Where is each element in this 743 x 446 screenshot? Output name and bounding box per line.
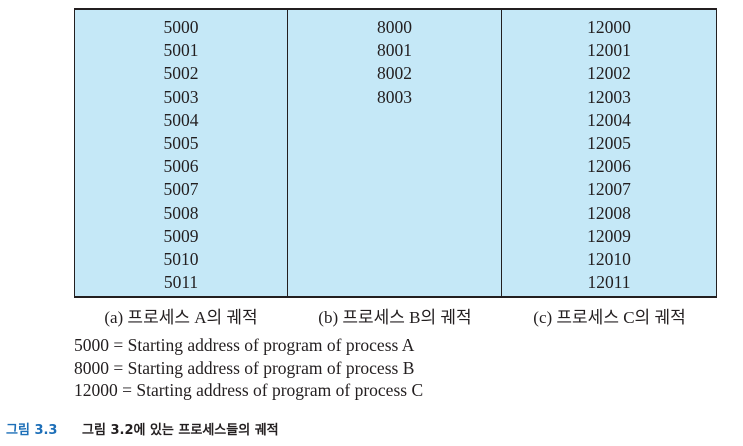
address-cell: 12007 xyxy=(587,179,631,200)
address-cell: 12010 xyxy=(587,248,631,269)
address-cell: 5000 xyxy=(163,17,199,37)
legend-line-process-a: 5000 = Starting address of program of pr… xyxy=(74,335,415,355)
legend-line-process-b: 8000 = Starting address of program of pr… xyxy=(74,357,415,378)
caption-process-b: (b) 프로세스 B의 궤적 xyxy=(318,308,472,327)
trace-table: 5000 5001 5002 5003 5004 5005 5006 5007 … xyxy=(74,8,717,298)
address-cell: 5008 xyxy=(163,202,199,223)
legend-line-process-c: 12000 = Starting address of program of p… xyxy=(74,380,424,400)
figure-title: 그림 3.2에 있는 프로세스들의 궤적 xyxy=(82,423,279,438)
address-legend: 5000 = Starting address of program of pr… xyxy=(74,334,423,402)
address-cell: 12009 xyxy=(587,225,631,246)
trace-column-process-c: 12000 12001 12002 12003 12004 12005 1200… xyxy=(502,10,717,296)
address-cell: 12006 xyxy=(587,156,631,177)
address-cell: 5011 xyxy=(163,272,199,293)
address-cell: 12001 xyxy=(587,40,631,61)
figure-caption: 그림 3.3 그림 3.2에 있는 프로세스들의 궤적 xyxy=(6,422,279,440)
address-cell: 5006 xyxy=(163,156,199,177)
address-cell: 5005 xyxy=(163,132,199,153)
address-cell: 5002 xyxy=(163,63,199,84)
address-cell: 5010 xyxy=(163,248,199,269)
address-cell: 12005 xyxy=(587,132,631,153)
address-cell: 5003 xyxy=(163,86,199,107)
address-cell: 12004 xyxy=(587,109,631,130)
address-cell: 12011 xyxy=(587,272,631,293)
address-cell: 12002 xyxy=(587,63,631,84)
address-cell: 12003 xyxy=(587,86,631,107)
address-cell: 8000 xyxy=(377,17,412,37)
trace-column-process-b: 8000 8001 8002 8003 xyxy=(288,10,502,296)
address-cell: 8003 xyxy=(377,86,412,107)
caption-process-a: (a) 프로세스 A의 궤적 xyxy=(104,308,258,327)
address-cell: 8001 xyxy=(377,40,412,61)
address-cell: 12008 xyxy=(587,202,631,223)
caption-process-c: (c) 프로세스 C의 궤적 xyxy=(533,308,686,327)
figure-number: 그림 3.3 xyxy=(6,423,58,438)
column-captions: (a) 프로세스 A의 궤적 (b) 프로세스 B의 궤적 (c) 프로세스 C… xyxy=(74,306,717,330)
address-cell: 8002 xyxy=(377,63,412,84)
address-cell: 12000 xyxy=(587,17,631,37)
address-cell: 5001 xyxy=(163,40,199,61)
trace-column-process-a: 5000 5001 5002 5003 5004 5005 5006 5007 … xyxy=(74,10,288,296)
address-cell: 5007 xyxy=(163,179,199,200)
address-cell: 5004 xyxy=(163,109,199,130)
address-cell: 5009 xyxy=(163,225,199,246)
